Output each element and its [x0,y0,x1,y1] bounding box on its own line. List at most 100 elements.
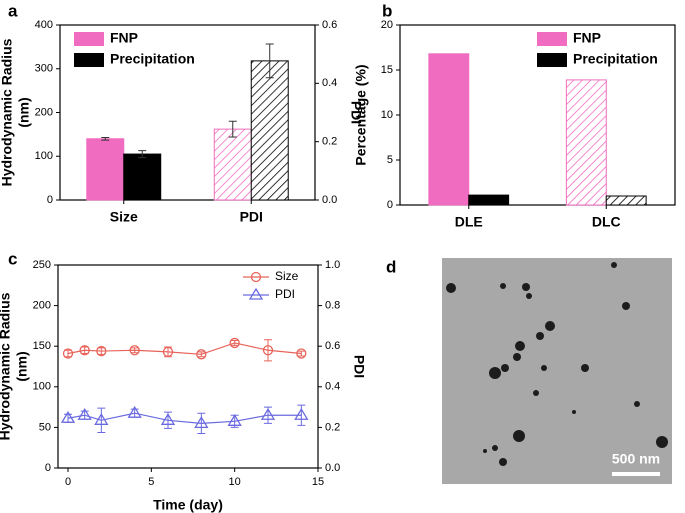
marker [79,345,90,356]
marker [160,413,176,425]
panel-label: b [382,1,392,20]
image-background [442,258,672,484]
error-bar [230,340,239,346]
legend-label: PDI [275,287,295,301]
y2-tick-label: 0.2 [325,421,340,433]
plot-frame [57,264,319,469]
x-tick-label: DLE [455,214,483,230]
error-bar [197,351,206,358]
marker [248,287,264,300]
y2-tick-label: 1.0 [325,259,340,271]
legend-label: Precipitation [110,51,195,67]
error-bar [228,120,237,138]
y-tick-label: 150 [33,340,51,352]
marker [60,411,76,423]
marker [77,407,92,420]
marker [262,345,274,356]
y2-axis-title: PDI [348,101,364,124]
bar [86,138,125,201]
bar [213,128,252,201]
x-tick-label: Size [110,209,138,225]
y-tick-label: 0 [47,194,53,206]
marker [96,345,107,357]
error-bar [130,347,139,354]
marker [250,271,262,283]
x-tick-label: DLC [592,214,621,230]
y-tick-label: 15 [381,64,393,76]
x-axis-title: Time (day) [153,497,223,513]
bar [605,195,647,206]
y2-tick-label: 0.8 [325,300,340,312]
error-bar [265,43,274,79]
legend-label: Size [275,269,299,283]
marker [194,416,209,428]
marker [229,337,240,349]
marker [62,348,74,359]
y-tick-label: 200 [33,300,51,312]
y2-axis-title: PDI [351,355,367,378]
y-tick-label: 20 [381,19,393,31]
bar [123,153,162,201]
marker [162,346,174,358]
bar [250,60,289,201]
y2-tick-label: 0.4 [325,381,340,393]
legend-label: FNP [110,30,138,46]
y-axis-title: (nm) [16,97,32,127]
marker [94,413,109,425]
panel-label: c [8,249,17,268]
y2-tick-label: 0.0 [322,194,337,206]
x-tick-label: 5 [148,476,154,488]
y-tick-label: 300 [35,63,53,75]
error-bar [97,407,106,433]
y-axis-title: Hydrodynamic Radius [0,292,13,440]
marker [294,407,309,420]
marker [296,348,307,359]
y2-tick-label: 0.0 [325,462,340,474]
bar [468,194,510,206]
marker [129,345,140,356]
legend-swatch [537,32,567,46]
y-tick-label: 200 [35,106,53,118]
scale-bar-label: 500 nm [612,451,660,467]
y-tick-label: 0 [387,199,393,211]
panel-label: d [386,257,396,276]
y-tick-label: 100 [35,150,53,162]
y-tick-label: 10 [381,109,393,121]
marker [127,405,142,418]
y-tick-label: 0 [45,462,51,474]
x-tick-label: PDI [240,209,263,225]
error-bar [264,339,272,362]
y-tick-label: 250 [33,259,51,271]
x-tick-label: 0 [65,476,71,488]
x-tick-label: 15 [312,476,324,488]
y2-tick-label: 0.2 [322,136,337,148]
panel-label: a [8,1,18,20]
y-tick-label: 400 [35,19,53,31]
tem-image: 500 nm [442,258,672,484]
x-tick-label: 10 [229,476,241,488]
y-tick-label: 50 [39,421,51,433]
y2-tick-label: 0.4 [322,77,337,89]
y2-tick-label: 0.6 [325,340,340,352]
particles [446,262,668,466]
legend-label: Precipitation [573,51,658,67]
y2-tick-label: 0.6 [322,19,337,31]
error-bar [101,136,110,141]
marker [227,414,242,426]
bar [428,53,470,206]
error-bar [138,150,147,159]
y-tick-label: 100 [33,381,51,393]
bar [565,79,607,206]
y-tick-label: 5 [387,154,393,166]
y-axis-title: Percentage (%) [353,64,369,165]
marker [260,407,276,420]
error-bar [297,350,306,357]
marker [196,349,207,360]
legend-swatch [74,53,104,67]
y-axis-title: Hydrodynamic Radius [0,38,15,186]
legend-label: FNP [573,30,601,46]
legend-swatch [537,53,567,67]
y-axis-title: (nm) [14,351,30,381]
legend-swatch [74,32,104,46]
